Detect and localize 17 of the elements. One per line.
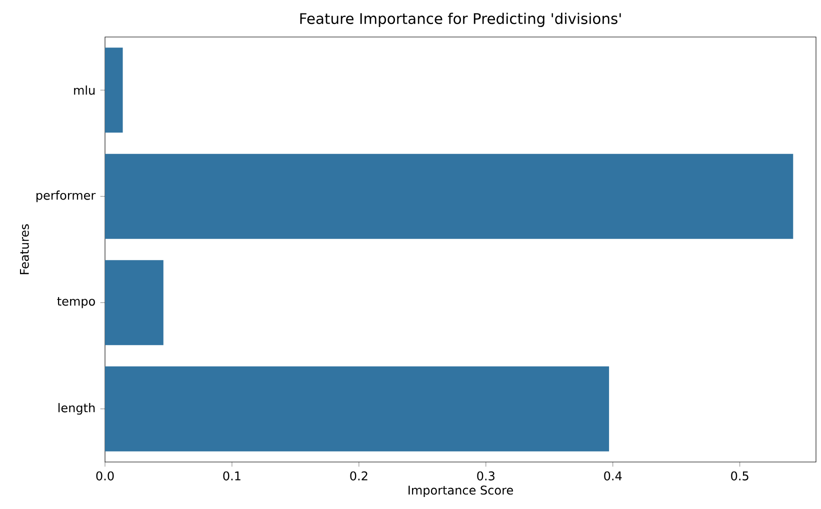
x-axis-title: Importance Score — [408, 486, 513, 497]
x-tick-label: 0.0 — [96, 471, 114, 480]
y-axis-title: Features — [20, 224, 29, 274]
y-tick-label: length — [58, 403, 95, 415]
x-tick-label: 0.2 — [350, 471, 368, 480]
y-tick-label: tempo — [57, 297, 95, 308]
x-tick-label: 0.3 — [477, 471, 494, 480]
bar — [105, 260, 164, 346]
chart-title: Feature Importance for Predicting 'divisions' — [300, 12, 621, 27]
bar — [105, 48, 123, 133]
x-tick-label: 0.1 — [223, 471, 240, 480]
bar — [105, 366, 610, 452]
x-tick-label: 0.4 — [604, 471, 622, 480]
bar — [105, 154, 794, 239]
y-tick-label: performer — [36, 190, 96, 202]
x-tick-label: 0.5 — [731, 471, 748, 480]
y-tick-label: mlu — [74, 85, 95, 95]
